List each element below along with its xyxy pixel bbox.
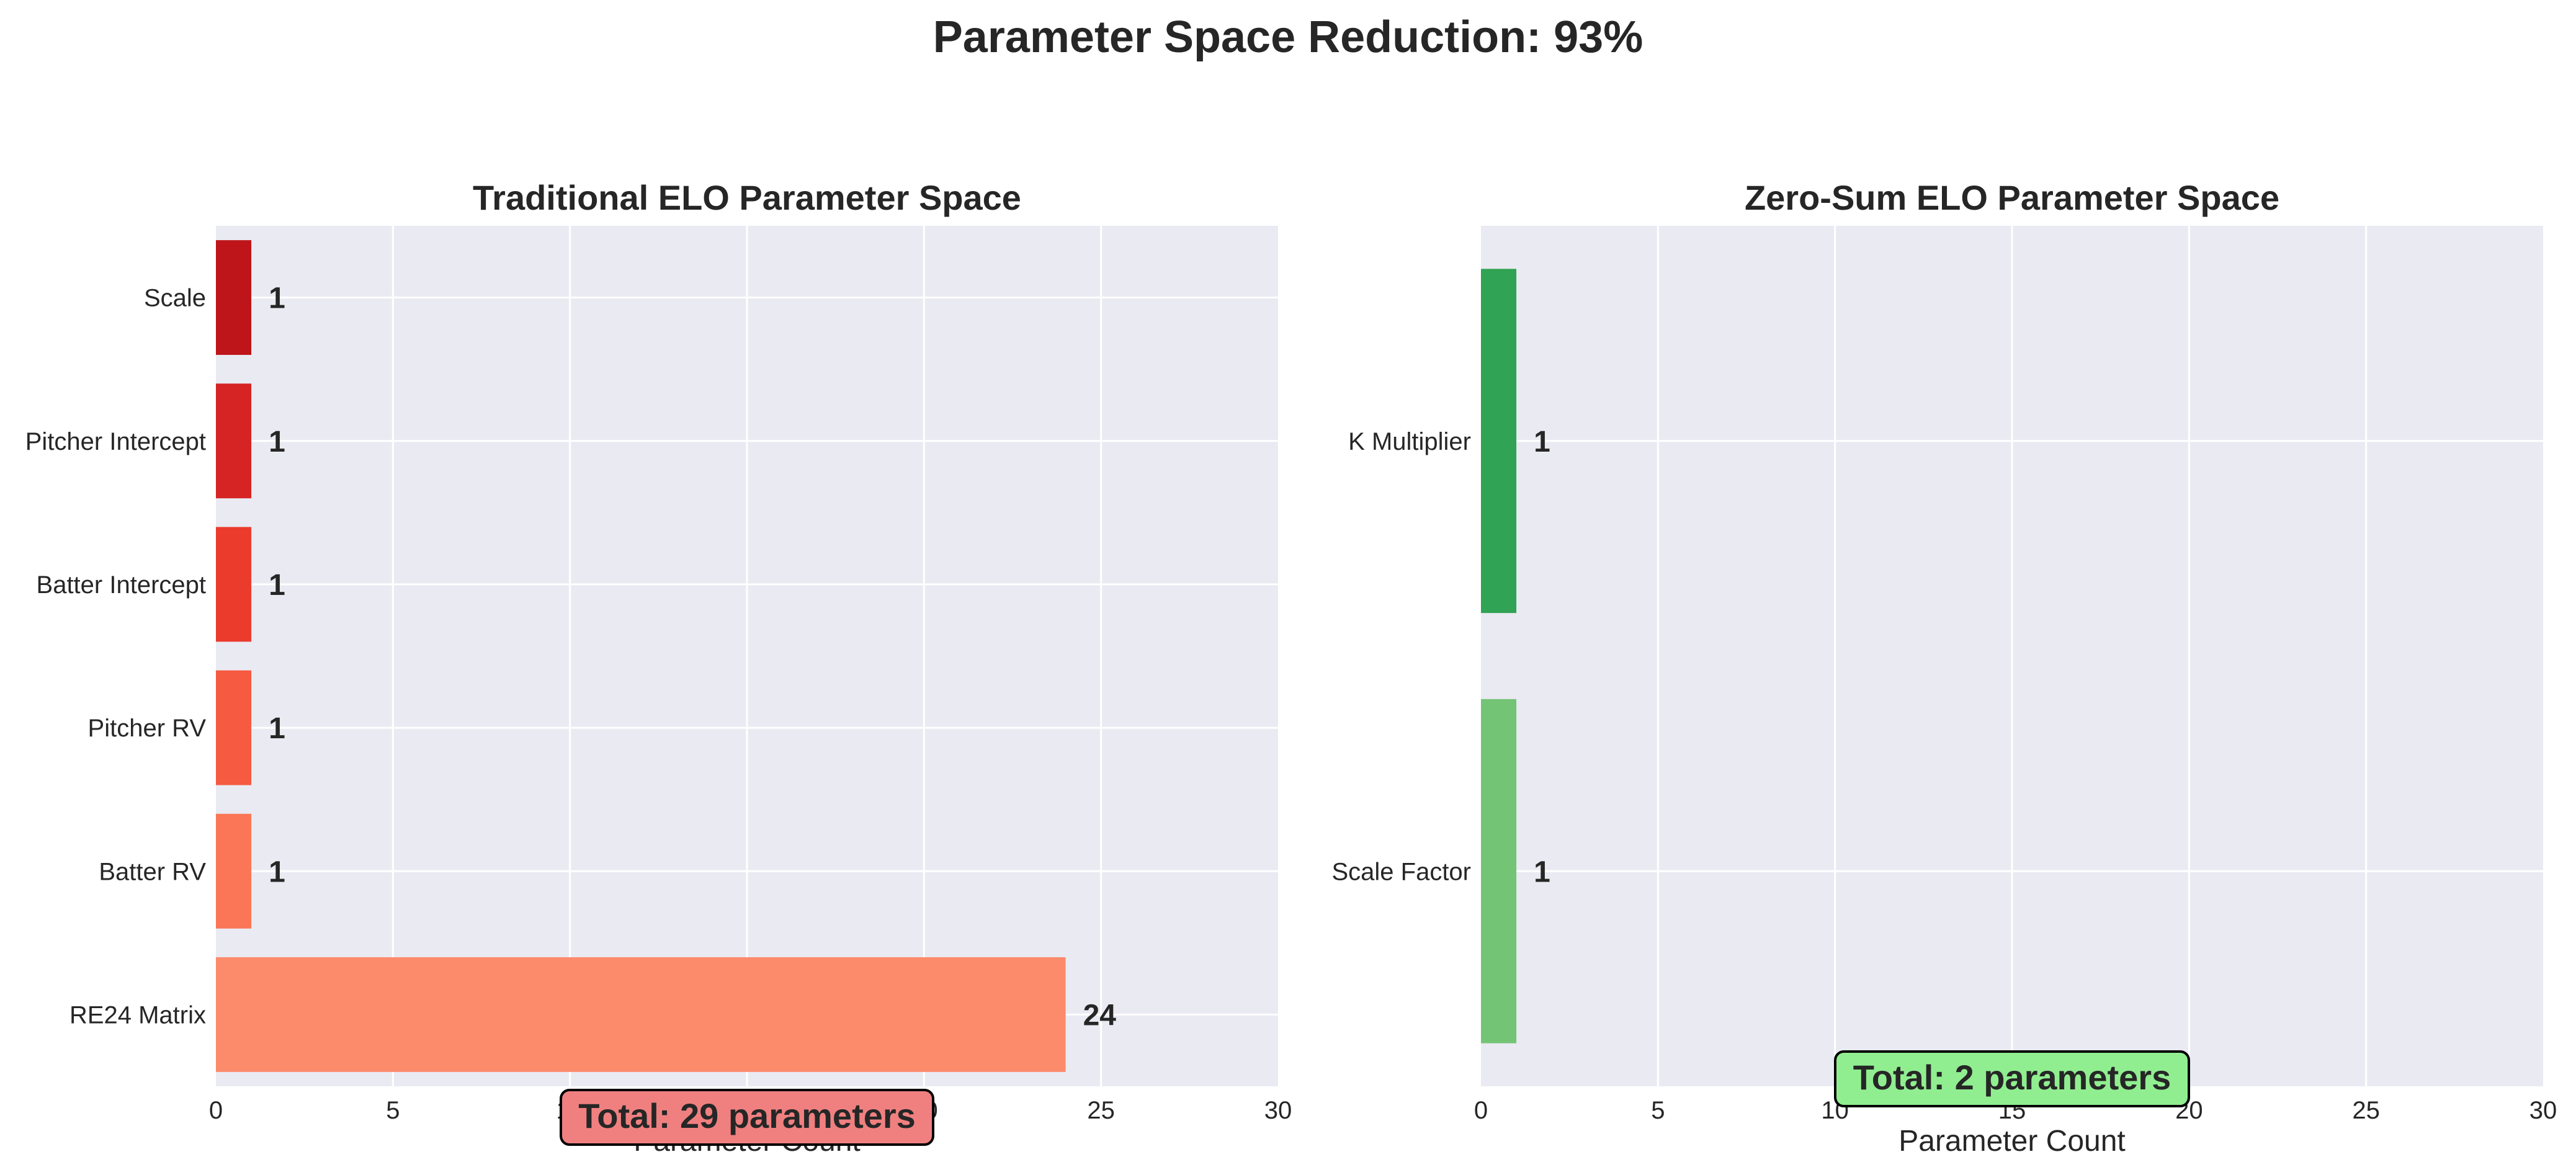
total-text-traditional: Total: 29 parameters bbox=[578, 1096, 916, 1135]
x-tick-label-traditional-0: 0 bbox=[209, 1097, 223, 1124]
y-tick-label-traditional-4: Pitcher Intercept bbox=[25, 428, 206, 455]
value-label-zero-sum-1: 1 bbox=[1534, 426, 1550, 458]
total-annotation-zero-sum: Total: 2 parameters bbox=[1834, 1050, 2190, 1107]
x-tick-label-traditional-1: 5 bbox=[386, 1097, 400, 1124]
bar-zero-sum-0 bbox=[1481, 699, 1517, 1043]
chart-title-zero-sum: Zero-Sum ELO Parameter Space bbox=[1745, 178, 2279, 217]
value-label-traditional-0: 24 bbox=[1083, 999, 1117, 1032]
bar-traditional-0 bbox=[216, 957, 1066, 1072]
x-tick-label-traditional-5: 25 bbox=[1087, 1097, 1115, 1124]
chart-title-traditional: Traditional ELO Parameter Space bbox=[473, 178, 1021, 217]
x-tick-label-traditional-6: 30 bbox=[1264, 1097, 1292, 1124]
y-tick-label-zero-sum-0: Scale Factor bbox=[1331, 858, 1471, 885]
gridlines-zero-sum bbox=[1481, 226, 2543, 1086]
bars-traditional bbox=[216, 240, 1066, 1072]
bar-traditional-3 bbox=[216, 527, 252, 642]
bar-traditional-5 bbox=[216, 240, 252, 355]
y-tick-label-traditional-3: Batter Intercept bbox=[37, 571, 206, 599]
value-label-traditional-5: 1 bbox=[269, 282, 285, 315]
figure-suptitle: Parameter Space Reduction: 93% bbox=[933, 12, 1643, 62]
total-box-zero-sum bbox=[1834, 1050, 2190, 1107]
x-tick-label-zero-sum-0: 0 bbox=[1474, 1097, 1488, 1124]
bar-zero-sum-1 bbox=[1481, 269, 1517, 614]
value-label-traditional-1: 1 bbox=[269, 856, 285, 888]
total-text-zero-sum: Total: 2 parameters bbox=[1853, 1058, 2171, 1097]
bar-traditional-1 bbox=[216, 813, 252, 929]
y-tick-labels-traditional: RE24 Matrix Batter RV Pitcher RV Batter Int… bbox=[25, 285, 207, 1029]
x-tick-label-zero-sum-6: 30 bbox=[2529, 1097, 2557, 1124]
x-tick-label-zero-sum-5: 25 bbox=[2352, 1097, 2380, 1124]
bar-traditional-2 bbox=[216, 670, 252, 785]
value-label-traditional-4: 1 bbox=[269, 426, 285, 458]
value-label-traditional-3: 1 bbox=[269, 569, 285, 602]
value-labels-traditional: 24 1 1 1 1 1 bbox=[269, 282, 1116, 1032]
value-label-zero-sum-0: 1 bbox=[1534, 856, 1550, 888]
total-box-traditional bbox=[560, 1089, 934, 1146]
total-annotation-traditional: Total: 29 parameters bbox=[560, 1089, 934, 1146]
x-axis-label-zero-sum: Parameter Count bbox=[1898, 1125, 2126, 1158]
bars-zero-sum bbox=[1481, 269, 1517, 1043]
value-labels-zero-sum: 11 bbox=[1534, 426, 1550, 889]
y-tick-label-zero-sum-1: K Multiplier bbox=[1348, 428, 1471, 455]
y-tick-label-traditional-1: Batter RV bbox=[99, 858, 206, 885]
y-tick-label-traditional-2: Pitcher RV bbox=[88, 715, 207, 742]
bar-traditional-4 bbox=[216, 383, 252, 499]
y-tick-label-traditional-5: Scale bbox=[144, 285, 206, 312]
value-label-traditional-2: 1 bbox=[269, 712, 285, 745]
y-tick-label-traditional-0: RE24 Matrix bbox=[69, 1001, 206, 1029]
x-tick-label-zero-sum-1: 5 bbox=[1651, 1097, 1665, 1124]
y-tick-labels-zero-sum: Scale Factor K Multiplier bbox=[1331, 428, 1471, 886]
chart-traditional-elo: 24 1 1 1 1 1 RE24 Matrix Batter RV Pitcher RV Ba… bbox=[25, 178, 1292, 1158]
